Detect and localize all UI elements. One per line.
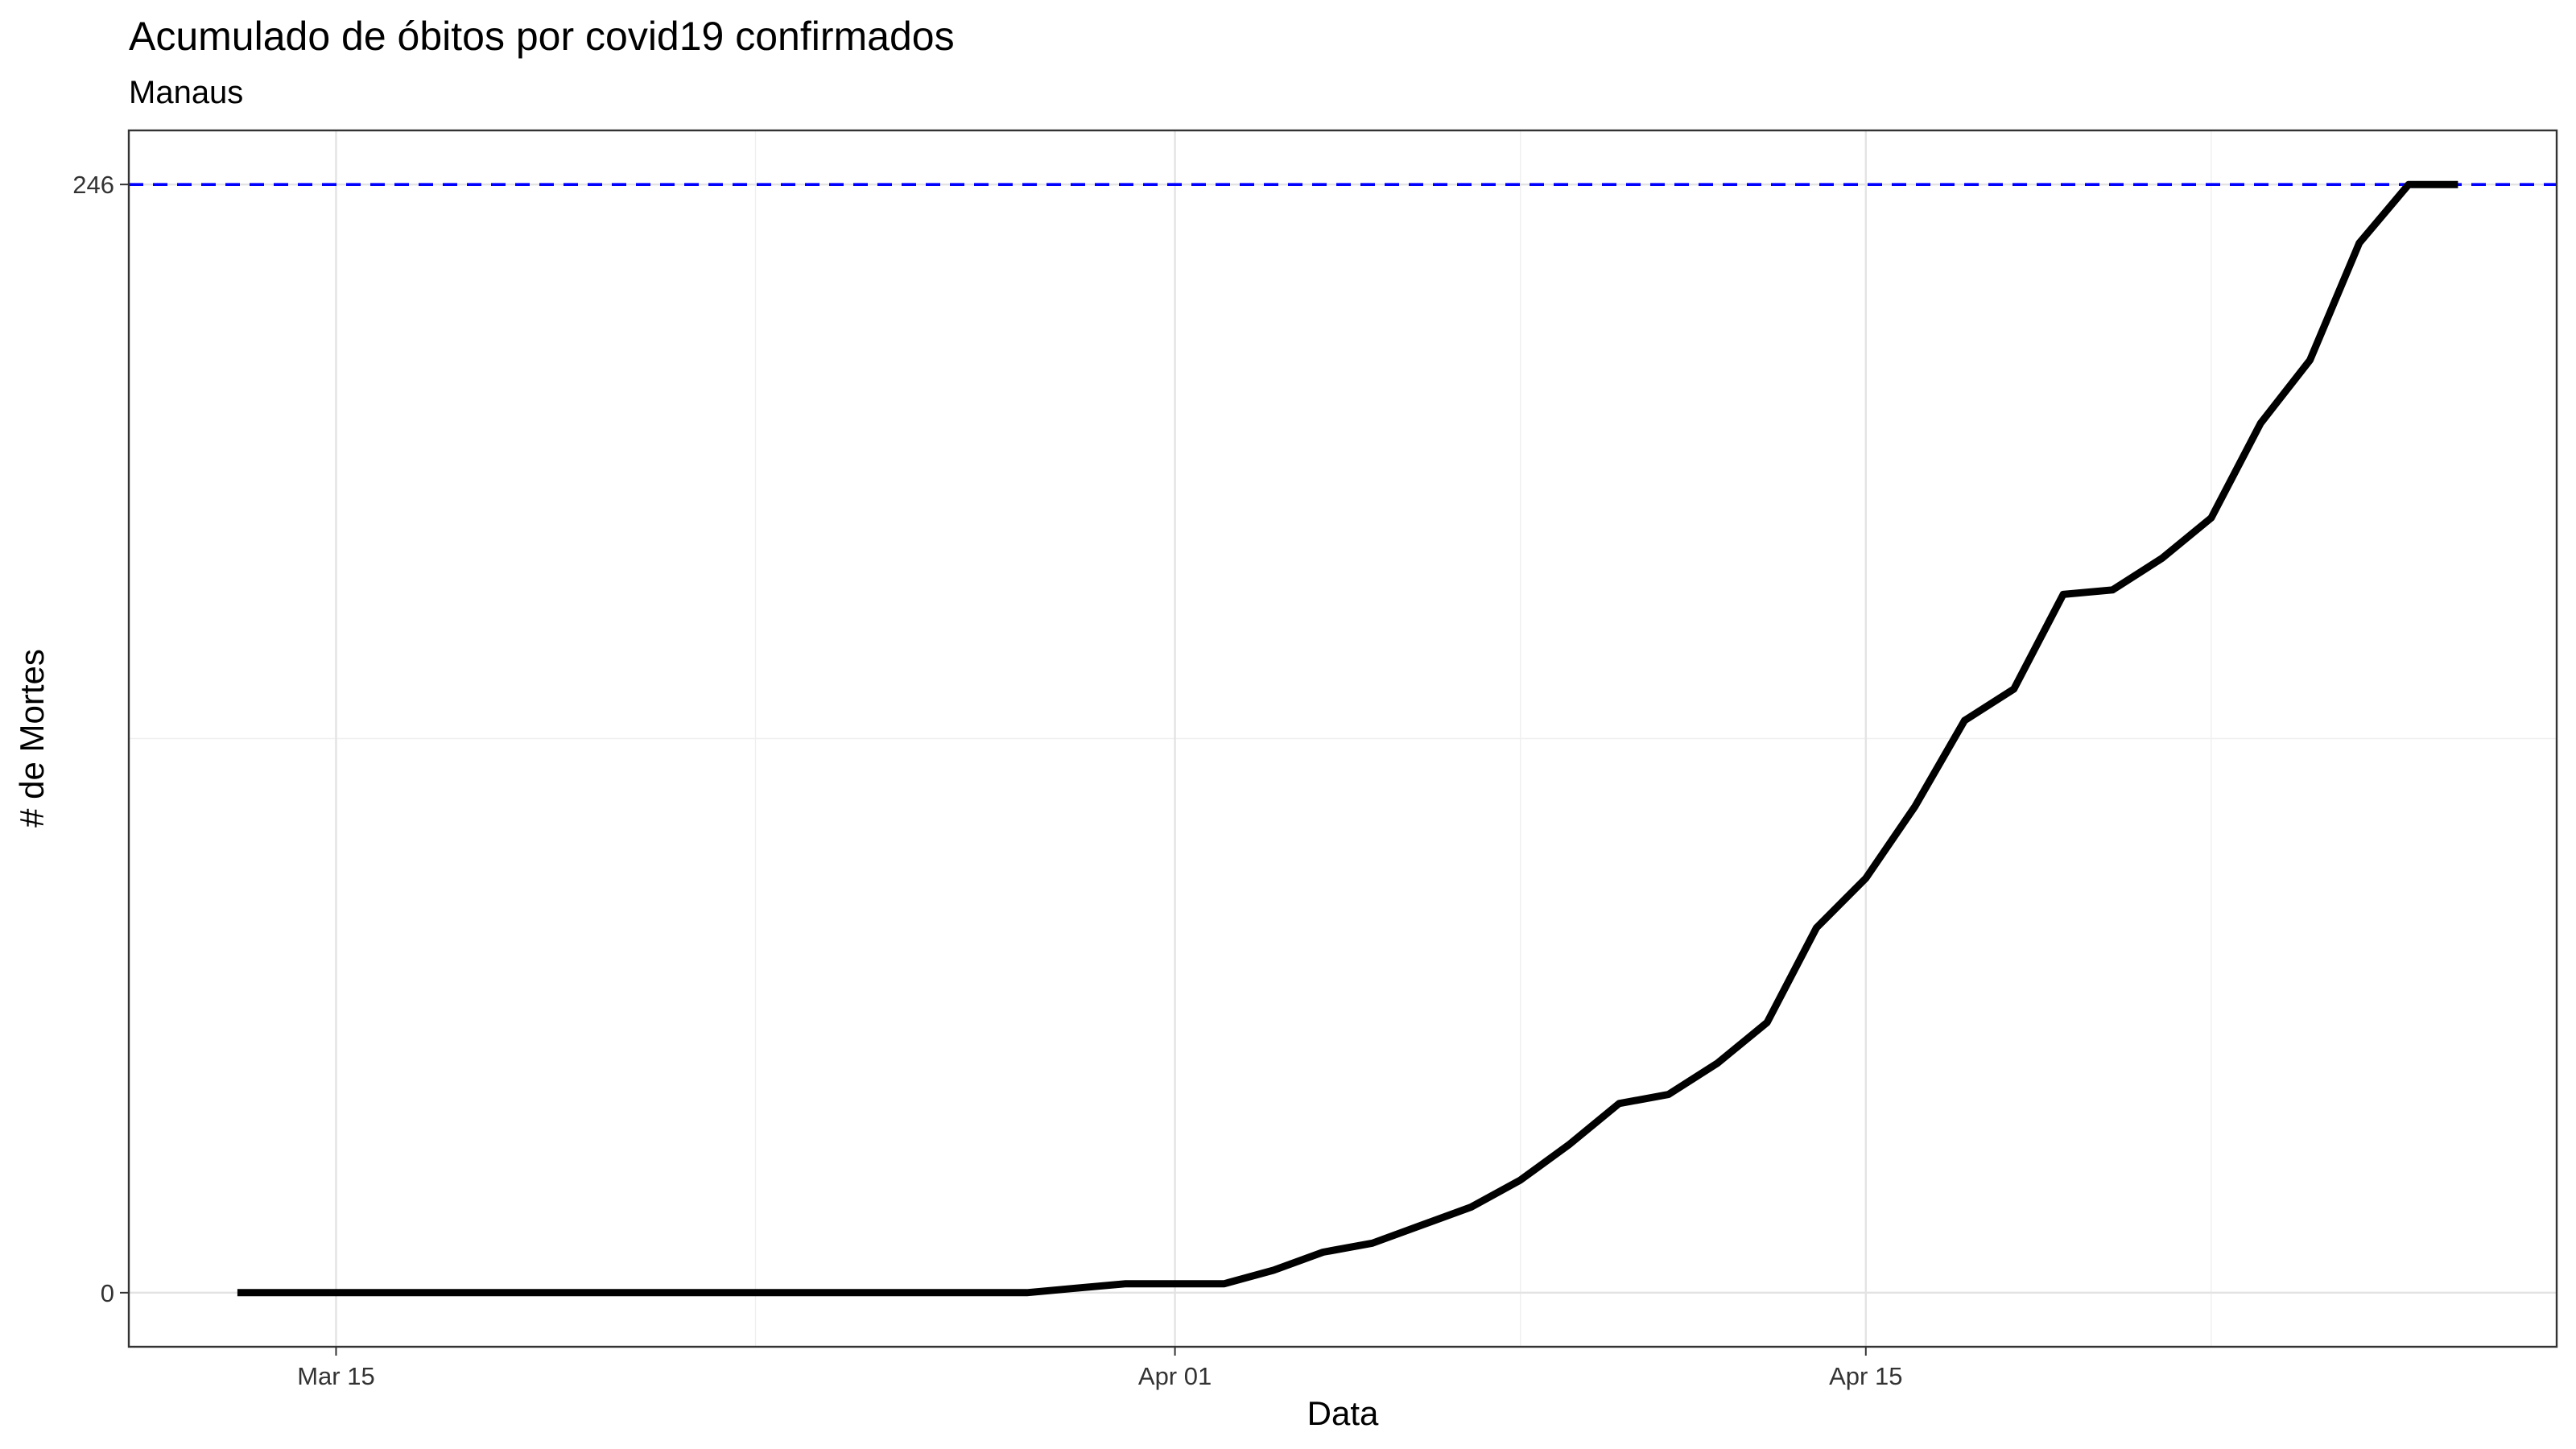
grid	[129, 130, 2557, 1347]
x-tick-label: Mar 15	[297, 1362, 374, 1390]
plot-panel-border	[127, 129, 2558, 1348]
chart-title: Acumulado de óbitos por covid19 confirma…	[129, 14, 955, 59]
x-tick-label: Apr 01	[1138, 1362, 1212, 1390]
x-axis-title: Data	[1307, 1394, 1379, 1432]
x-tick-label: Apr 15	[1829, 1362, 1902, 1390]
y-tick-label: 246	[72, 171, 114, 199]
y-axis-title: # de Mortes	[13, 649, 51, 828]
y-tick-label: 0	[101, 1279, 114, 1307]
axes: Mar 15 Apr 01 Apr 15 0 246	[72, 171, 1902, 1390]
chart-subtitle: Manaus	[129, 75, 243, 110]
series-layer	[237, 180, 2458, 1297]
series-line	[237, 180, 2458, 1297]
